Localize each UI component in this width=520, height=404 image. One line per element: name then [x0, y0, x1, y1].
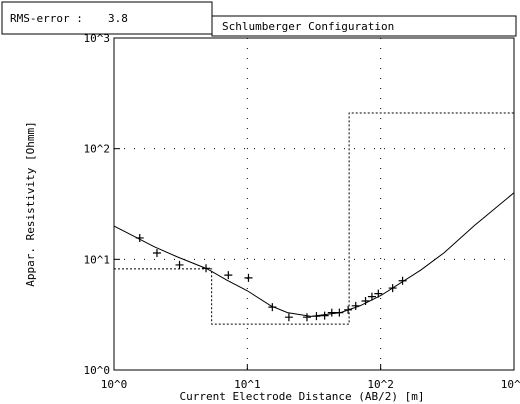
rms-box — [1, 1, 213, 35]
y-tick-label: 10^0 — [84, 364, 111, 377]
x-tick-label: 10^1 — [234, 378, 261, 391]
measured-point — [320, 311, 329, 320]
x-tick-label: 10^3 — [501, 378, 520, 391]
measured-point — [327, 308, 336, 317]
measured-point — [224, 271, 233, 280]
x-axis-label: Current Electrode Distance (AB/2) [m] — [179, 390, 424, 403]
x-tick-label: 10^0 — [101, 378, 128, 391]
measured-point — [398, 276, 407, 285]
measured-point — [374, 289, 383, 298]
measured-point — [284, 313, 293, 322]
title-box — [211, 15, 517, 37]
measured-point — [268, 303, 277, 312]
y-tick-label: 10^2 — [84, 143, 111, 156]
measured-point — [244, 273, 253, 282]
measured-point — [175, 260, 184, 269]
measured-point — [312, 312, 321, 321]
measured-point — [388, 284, 397, 293]
curve-line — [113, 192, 515, 317]
measured-point — [367, 292, 376, 301]
measured-point — [302, 313, 311, 322]
chart-title: Schlumberger Configuration — [222, 20, 394, 33]
measured-point — [135, 233, 144, 242]
x-tick-label: 10^2 — [367, 378, 394, 391]
y-axis-label: Appar. Resistivity [Ohmm] — [24, 121, 37, 287]
model-line — [114, 112, 514, 325]
measured-point — [351, 301, 360, 310]
measured-point — [344, 305, 353, 314]
rms-value: 3.8 — [108, 12, 128, 25]
measured-point — [152, 249, 161, 258]
measured-point — [335, 308, 344, 317]
y-tick-label: 10^1 — [84, 253, 111, 266]
rms-label: RMS-error : — [10, 12, 83, 25]
measured-point — [361, 297, 370, 306]
plot-frame — [113, 37, 515, 371]
measured-point — [202, 264, 211, 273]
y-tick-label: 10^3 — [84, 32, 111, 45]
